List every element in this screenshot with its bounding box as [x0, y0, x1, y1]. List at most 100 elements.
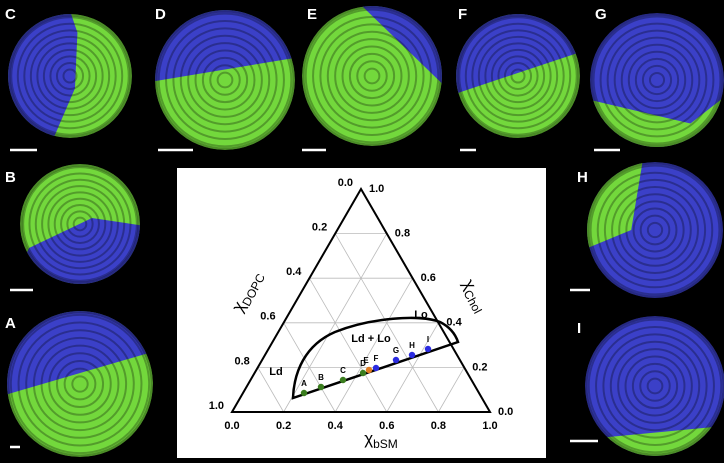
grid-line — [283, 322, 336, 413]
ring — [641, 64, 673, 96]
composition-point — [372, 364, 380, 372]
panel-label: B — [5, 169, 16, 186]
panel-label: I — [577, 320, 581, 337]
ring — [41, 185, 119, 263]
ring — [625, 200, 685, 260]
panel-label: A — [5, 315, 16, 332]
ring — [464, 22, 572, 130]
micrograph — [587, 162, 723, 298]
composition-point — [392, 356, 400, 364]
composition-point — [339, 376, 347, 384]
tick-label: 0.6 — [260, 311, 275, 323]
ring — [648, 71, 666, 89]
axis-title: χbSM — [364, 429, 398, 451]
tick-label: 0.2 — [472, 361, 487, 373]
tick-label: 0.2 — [312, 222, 327, 234]
grid-line — [334, 233, 439, 413]
ring — [179, 34, 271, 126]
point-label: B — [318, 373, 324, 382]
point-label: G — [393, 346, 399, 355]
region-label: Ld — [269, 366, 282, 378]
ring — [71, 375, 89, 393]
rim — [302, 6, 442, 146]
micrograph — [302, 6, 442, 146]
ring — [599, 22, 715, 138]
grid-line — [438, 367, 465, 413]
rim — [20, 164, 140, 284]
ring — [157, 12, 293, 148]
ring — [611, 186, 699, 274]
ring — [25, 329, 135, 439]
ring — [63, 367, 97, 401]
tick-label: 0.8 — [235, 355, 250, 367]
tick-label: 0.4 — [286, 266, 302, 278]
ring — [60, 204, 100, 244]
ring — [194, 49, 256, 111]
composition-point — [300, 389, 308, 397]
domain — [585, 424, 724, 456]
tick-label: 1.0 — [369, 183, 384, 195]
ring — [458, 16, 578, 136]
ring — [363, 67, 381, 85]
ring — [66, 210, 94, 238]
ring — [304, 8, 440, 144]
ring — [40, 344, 120, 424]
micrograph — [590, 13, 724, 147]
ring — [613, 36, 701, 124]
point-label: H — [409, 341, 415, 350]
ring — [62, 68, 78, 84]
ring — [187, 42, 263, 118]
tick-label: 0.6 — [379, 420, 394, 432]
ring — [356, 60, 388, 92]
tick-label: 0.0 — [224, 420, 239, 432]
ring — [48, 352, 112, 416]
ring — [36, 42, 104, 110]
axis-subscript: bSM — [373, 437, 398, 451]
panel-label: G — [595, 6, 607, 23]
ring — [47, 191, 113, 257]
panel-label: E — [307, 6, 317, 23]
micrograph — [155, 10, 295, 150]
ring — [592, 15, 722, 145]
ring — [326, 30, 418, 122]
micrograph — [20, 164, 140, 284]
micrograph — [7, 311, 153, 457]
rim — [456, 14, 580, 138]
ring — [9, 313, 151, 455]
ring — [596, 171, 714, 289]
ring — [484, 42, 552, 110]
point-label: I — [427, 335, 429, 344]
point-label: D — [360, 359, 366, 368]
tick-label: 0.4 — [446, 317, 462, 329]
rim — [155, 10, 295, 150]
composition-point — [359, 369, 367, 377]
point-label: C — [340, 366, 346, 375]
ring — [28, 172, 132, 276]
triangle — [230, 187, 492, 413]
rim — [585, 316, 724, 456]
rim — [8, 14, 132, 138]
ring — [22, 166, 138, 282]
ring — [216, 71, 234, 89]
ring — [471, 29, 565, 123]
ring — [490, 48, 546, 104]
phase-boundary — [291, 316, 460, 400]
ring — [631, 362, 679, 410]
ring — [603, 178, 707, 282]
ring — [510, 68, 526, 84]
ring — [609, 340, 701, 432]
region-label: Ld + Lo — [351, 333, 391, 345]
grid-line — [334, 277, 413, 413]
point-label: E — [363, 356, 369, 365]
micrograph — [8, 14, 132, 138]
tick-label: 0.4 — [328, 420, 344, 432]
ring — [209, 64, 241, 96]
ring — [348, 52, 396, 100]
ring — [497, 55, 539, 97]
rim — [587, 162, 723, 298]
composition-point — [317, 383, 325, 391]
tick-label: 0.2 — [276, 420, 291, 432]
ring — [16, 22, 124, 130]
ring — [620, 43, 694, 117]
